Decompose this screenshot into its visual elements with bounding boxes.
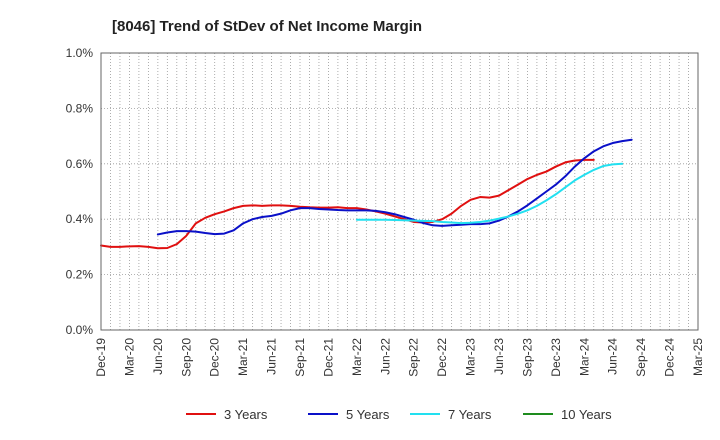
x-tick-label: Jun-22 <box>378 338 392 375</box>
y-tick-label: 0.4% <box>66 212 94 226</box>
legend-label: 10 Years <box>561 407 612 422</box>
y-tick-label: 0.6% <box>66 157 94 171</box>
x-tick-label: Dec-22 <box>435 338 449 377</box>
x-tick-label: Sep-24 <box>634 338 648 377</box>
x-tick-label: Jun-21 <box>265 338 279 375</box>
series-line-5-years <box>156 138 633 236</box>
x-tick-label: Mar-21 <box>236 338 250 376</box>
x-tick-label: Mar-22 <box>350 338 364 376</box>
legend: 3 Years 5 Years 7 Years 10 Years <box>186 407 612 422</box>
x-tick-label: Sep-22 <box>407 338 421 377</box>
x-tick-label: Dec-19 <box>94 338 108 377</box>
series-lines <box>100 138 633 250</box>
x-tick-label: Sep-23 <box>520 338 534 377</box>
legend-label: 7 Years <box>448 407 492 422</box>
x-tick-label: Jun-20 <box>151 338 165 375</box>
plot-area <box>100 52 699 331</box>
x-tick-label: Dec-21 <box>321 338 335 377</box>
chart-title: [8046] Trend of StDev of Net Income Marg… <box>112 18 422 35</box>
legend-label: 3 Years <box>224 407 268 422</box>
x-tick-label: Dec-24 <box>663 338 677 377</box>
y-tick-label: 0.8% <box>66 101 94 115</box>
grid <box>101 53 698 330</box>
y-axis-ticks: 0.0% 0.2% 0.4% 0.6% 0.8% 1.0% <box>66 46 94 337</box>
x-tick-label: Mar-25 <box>691 338 705 376</box>
x-axis-ticks: Dec-19 Mar-20 Jun-20 Sep-20 Dec-20 Mar-21 Jun-… <box>94 338 705 377</box>
x-tick-label: Sep-20 <box>179 338 193 377</box>
y-tick-label: 0.0% <box>66 323 94 337</box>
x-tick-label: Jun-23 <box>492 338 506 375</box>
x-tick-label: Jun-24 <box>606 338 620 375</box>
x-tick-label: Mar-23 <box>464 338 478 376</box>
x-tick-label: Dec-20 <box>208 338 222 377</box>
y-tick-label: 1.0% <box>66 46 94 60</box>
x-tick-label: Mar-20 <box>122 338 136 376</box>
x-tick-label: Dec-23 <box>549 338 563 377</box>
series-line-3-years <box>100 158 595 250</box>
y-tick-label: 0.2% <box>66 268 94 282</box>
series-line-7-years <box>355 162 624 225</box>
legend-label: 5 Years <box>346 407 390 422</box>
x-tick-label: Mar-24 <box>577 338 591 376</box>
x-tick-label: Sep-21 <box>293 338 307 377</box>
